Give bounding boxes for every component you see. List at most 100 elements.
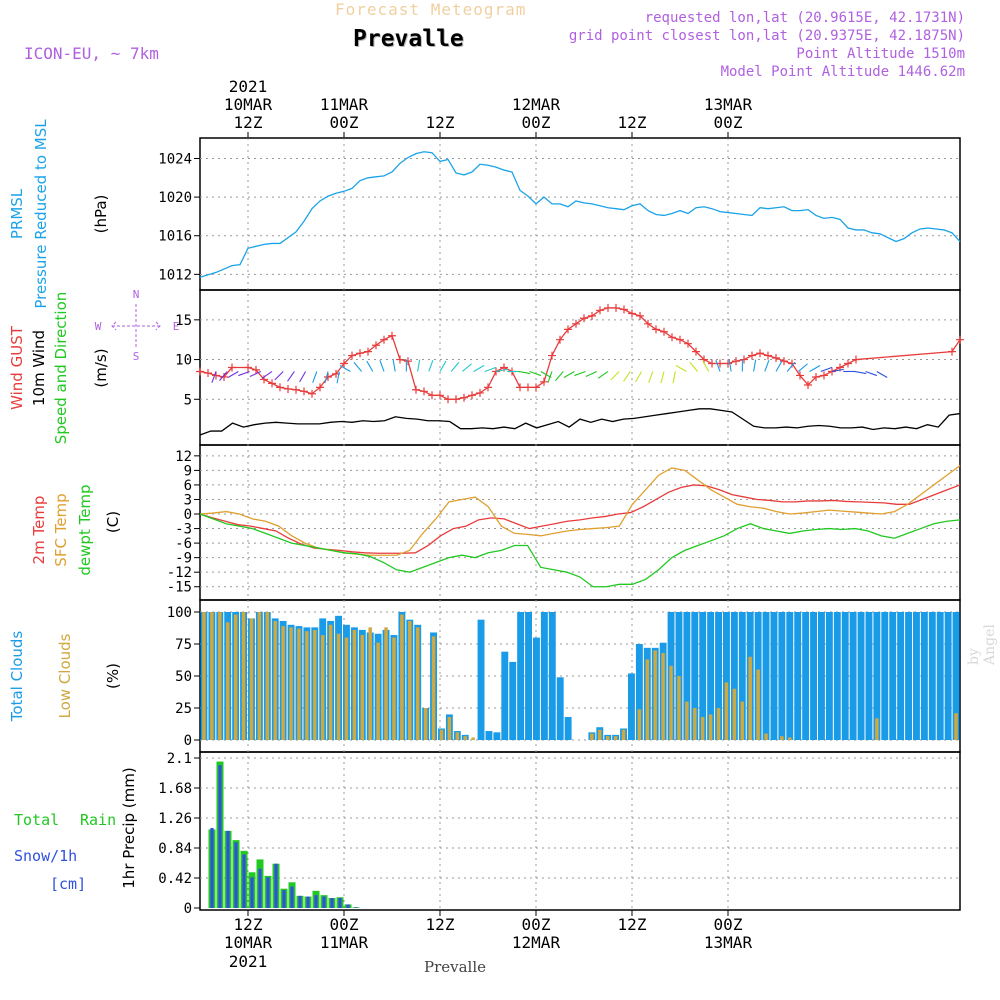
model-label: ICON-EU, ~ 7km [24, 44, 159, 63]
wind-arrow [540, 370, 552, 378]
low-clouds-label: Low Clouds [56, 633, 74, 718]
wind-arrow [648, 371, 654, 383]
dewpt-temp-label: dewpt Temp [76, 484, 94, 575]
total-cloud-bar [857, 612, 865, 740]
gust-marker [388, 331, 396, 340]
y-tick-label: 2.1 [167, 751, 192, 767]
time-label-bottom: 00Z [714, 915, 743, 934]
snow-bar [322, 896, 326, 908]
low-cloud-bar [320, 635, 325, 740]
gust-marker [652, 325, 660, 334]
wind-arrow [353, 361, 363, 372]
gust-line [199, 307, 961, 400]
wind-10m-label: 10m Wind [30, 330, 48, 406]
wind-arrow [597, 371, 609, 379]
wind10m-line [199, 408, 961, 436]
date-label-bottom: 12MAR [512, 933, 561, 952]
gust-marker [300, 387, 308, 396]
wind-arrow [547, 371, 553, 383]
low-cloud-bar [352, 629, 357, 740]
gust-marker [748, 351, 756, 360]
low-cloud-bar [613, 736, 618, 740]
y-tick-label: 9 [184, 463, 192, 479]
low-cloud-bar [210, 612, 214, 740]
total-cloud-bar [810, 612, 817, 740]
gust-marker [796, 371, 804, 380]
total-cloud-bar [715, 612, 722, 740]
total-cloud-bar [881, 612, 889, 740]
low-cloud-bar [376, 642, 380, 740]
snow-bar [282, 890, 286, 908]
wind-arrow [635, 371, 643, 383]
low-cloud-bar [463, 736, 467, 740]
total-cloud-bar [564, 716, 572, 740]
snow-bar [234, 842, 238, 908]
gust-marker [588, 311, 596, 320]
y-tick-label: 0 [184, 507, 192, 523]
gust-marker [556, 335, 564, 344]
date-label-top: 12MAR [512, 95, 561, 114]
y-tick-label: 75 [175, 637, 192, 653]
gust-marker [292, 385, 300, 394]
wind-arrow [211, 371, 217, 383]
gust-marker [564, 325, 572, 334]
low-cloud-bar [685, 701, 689, 740]
wind-arrow [495, 368, 508, 373]
y-tick-label: 5 [184, 392, 192, 408]
low-cloud-bar [447, 716, 452, 740]
prmsl-label: PRMSL [8, 188, 26, 239]
y-tick-label: 0.84 [158, 841, 192, 857]
gust-marker [460, 393, 468, 402]
low-cloud-bar [471, 737, 475, 740]
dewpoint-line [199, 513, 961, 588]
wind-arrow [831, 368, 844, 373]
wind-arrow [529, 370, 542, 377]
low-cloud-bar [305, 631, 309, 740]
sfc-temp-line [199, 465, 961, 556]
time-label-top: 00Z [714, 113, 743, 132]
gust-marker [820, 371, 828, 380]
low-cloud-bar [621, 729, 626, 740]
gust-marker [340, 359, 348, 368]
wind-arrow [672, 371, 676, 384]
low-cloud-bar [724, 682, 729, 740]
time-label-top: 12Z [234, 113, 263, 132]
gust-marker [548, 351, 556, 360]
gust-marker [540, 377, 548, 386]
gust-marker [196, 367, 204, 376]
total-cloud-bar [833, 612, 841, 740]
low-cloud-bar [645, 659, 650, 740]
wind-arrow [555, 371, 564, 382]
total-cloud-bar [865, 612, 873, 740]
wind-arrow [715, 360, 721, 372]
wind-unit-label: (m/s) [92, 348, 110, 387]
gust-marker [620, 305, 628, 314]
total-cloud-bar [849, 612, 857, 740]
snow-bar [298, 895, 302, 908]
total-cloud-bar [794, 612, 802, 740]
low-cloud-bar [875, 718, 879, 740]
total-cloud-bar [818, 612, 825, 740]
total-cloud-bar [873, 612, 881, 740]
date-label-top: 13MAR [704, 95, 753, 114]
gust-marker [420, 387, 428, 396]
wind-arrow [702, 360, 710, 372]
gust-marker [580, 314, 588, 323]
pressure-line [199, 151, 961, 278]
gust-marker [772, 353, 780, 362]
total-cloud-bar [540, 612, 548, 740]
snow-bar [290, 886, 294, 908]
gust-marker [324, 373, 332, 382]
snow-label: Snow/1h [14, 847, 77, 865]
low-cloud-bar [368, 627, 372, 740]
wind-arrow [610, 371, 620, 381]
total-cloud-bar [841, 612, 849, 740]
total-cloud-bar [517, 612, 525, 740]
time-label-bottom: 12Z [234, 915, 263, 934]
gust-marker [644, 319, 652, 328]
low-cloud-bar [225, 622, 230, 740]
low-cloud-bar [756, 669, 760, 740]
y-tick-label: 0 [184, 901, 192, 917]
snow-bar [346, 904, 350, 908]
gust-marker [468, 391, 476, 400]
